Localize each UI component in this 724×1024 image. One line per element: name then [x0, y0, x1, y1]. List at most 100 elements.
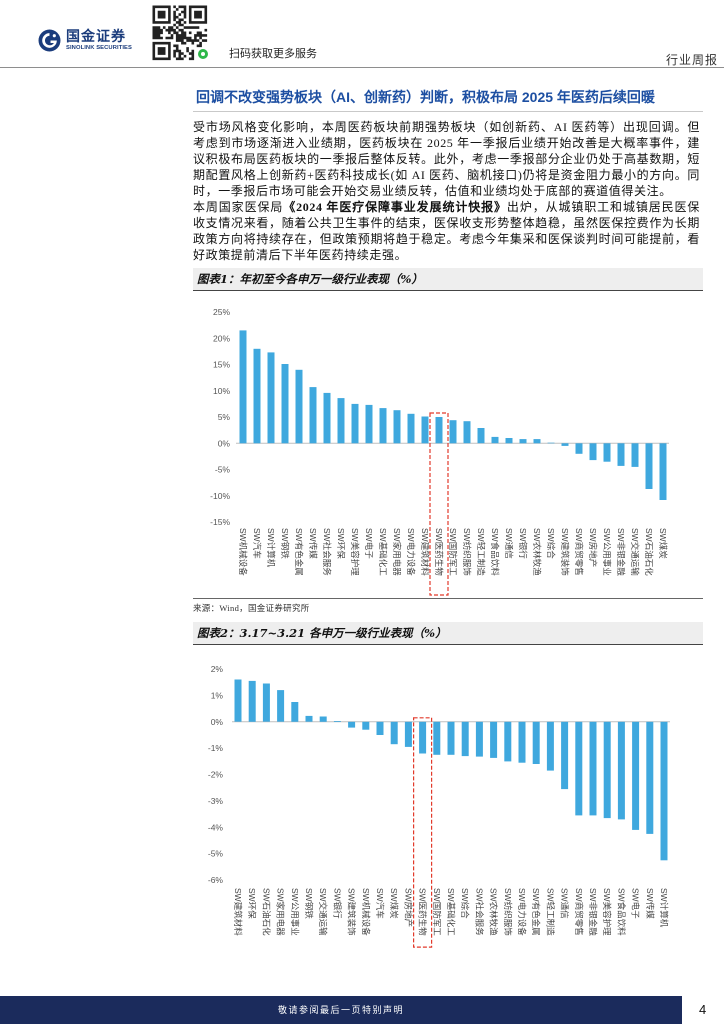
category-label: SW房地产: [403, 888, 413, 927]
category-label: SW传媒: [308, 528, 318, 559]
category-label: SW通信: [560, 888, 570, 919]
bar: [248, 680, 256, 722]
category-label: SW国防军工: [432, 888, 442, 936]
category-label: SW社会服务: [322, 528, 332, 576]
category-label: SW非银金融: [616, 528, 626, 576]
qr-caption: 扫码获取更多服务: [229, 48, 317, 60]
figure-2-bar-chart: 2% 1% 0% -1% -2% -3% -4% -5% -6% SW建筑材料 SW环保 SW石油石化…: [208, 664, 670, 948]
category-label: SW基础化工: [378, 528, 388, 576]
qr-modules: [152, 5, 208, 61]
bar: [333, 721, 341, 722]
category-label: SW医药生物: [418, 888, 428, 936]
category-label: SW纺织服饰: [503, 888, 513, 936]
category-label: SW国防军工: [448, 528, 458, 576]
category-label: SW煤炭: [658, 528, 668, 559]
category-label: SW计算机: [266, 528, 276, 568]
bar: [519, 439, 527, 444]
bar: [421, 416, 429, 444]
category-label: SW钢铁: [304, 888, 314, 919]
y-tick-label: -3%: [208, 796, 224, 806]
bar: [376, 721, 384, 735]
category-label: SW房地产: [588, 528, 598, 567]
category-label: SW基础化工: [446, 888, 456, 936]
bar: [589, 721, 597, 816]
logo-english-name: SINOLINK SECURITIES: [66, 45, 132, 51]
y-tick-label: -5%: [215, 465, 231, 475]
category-label: SW石油石化: [261, 888, 271, 936]
bar: [575, 721, 583, 816]
category-label: SW美容护理: [602, 888, 612, 936]
category-label: SW有色金属: [294, 528, 304, 576]
y-tick-label: 2%: [211, 664, 224, 674]
y-tick-label: 0%: [211, 717, 224, 727]
paragraph-2-body: 出炉，从城镇职工和城镇居民医保收支情况来看，随着公共卫生事件的结束，医保收支形势…: [193, 200, 700, 262]
y-tick-label: 25%: [213, 307, 230, 317]
bar: [504, 721, 512, 762]
highlight-box: [413, 717, 433, 948]
category-label: SW非银金融: [588, 888, 598, 936]
category-label: SW农林牧渔: [532, 528, 542, 576]
bar: [348, 721, 356, 728]
bar: [291, 702, 299, 722]
bar: [475, 721, 483, 757]
logo-text: 国金证券 SINOLINK SECURITIES: [66, 29, 132, 52]
category-label: SW农林牧渔: [489, 888, 499, 936]
figure-2-title: 图表2：3.17~3.21 各申万一级行业表现（%）: [193, 622, 703, 645]
page-number: 4: [699, 1002, 707, 1017]
category-label: SW家用电器: [392, 528, 402, 576]
y-tick-label: -2%: [208, 770, 224, 780]
bar: [362, 721, 370, 730]
y-tick-label: -10%: [210, 491, 230, 501]
category-label: SW美容护理: [350, 528, 360, 576]
section-title-divider: [193, 111, 703, 112]
category-label: SW社会服务: [474, 888, 484, 936]
category-label: SW交通运输: [318, 888, 328, 936]
category-label: SW煤炭: [389, 888, 399, 919]
paragraph-2-report-name: 《2024 年医疗保障事业发展统计快报》: [283, 200, 507, 214]
header-divider: [0, 67, 724, 68]
bar: [646, 721, 654, 834]
bar: [234, 679, 242, 722]
bar: [351, 403, 359, 444]
y-tick-label: 15%: [213, 360, 230, 370]
bar: [547, 442, 555, 444]
bar: [575, 443, 583, 454]
category-label: SW钢铁: [280, 528, 290, 559]
y-tick-label: -15%: [210, 517, 230, 527]
bar: [617, 721, 625, 820]
bar: [281, 364, 289, 444]
category-label: SW综合: [546, 528, 556, 559]
figure-1-title: 图表1：年初至今各申万一级行业表现（%）: [193, 268, 703, 291]
category-label: SW轻工制造: [476, 528, 486, 576]
bar: [435, 417, 443, 444]
category-label: SW建筑材料: [420, 528, 430, 576]
y-tick-label: 20%: [213, 333, 230, 343]
category-label: SW公用事业: [602, 528, 612, 576]
bar: [449, 420, 457, 444]
category-label: SW石油石化: [644, 528, 654, 576]
bar: [546, 721, 554, 771]
y-tick-label: 1%: [211, 690, 224, 700]
bar: [379, 408, 387, 444]
bar: [319, 716, 327, 722]
paragraph-1: 受市场风格变化影响，本周医药板块前期强势板块（如创新药、AI 医药等）出现回调。…: [193, 120, 700, 198]
bar: [518, 721, 526, 763]
figure-1-source: 来源：Wind，国金证券研究所: [193, 603, 310, 613]
bar: [262, 683, 270, 722]
bar: [419, 721, 427, 754]
y-tick-label: -5%: [208, 849, 224, 859]
paragraph-2-lead: 本周国家医保局: [193, 200, 284, 214]
bar: [433, 721, 441, 755]
bar: [632, 721, 640, 830]
bar: [365, 404, 373, 444]
category-label: SW轻工制造: [545, 888, 555, 936]
bar: [603, 443, 611, 462]
bar: [631, 443, 639, 467]
bar: [505, 438, 513, 444]
bar: [253, 348, 261, 444]
category-label: SW通信: [504, 528, 514, 559]
bar: [277, 690, 285, 722]
category-label: SW银行: [332, 888, 342, 919]
sinolink-logo-icon: [38, 29, 61, 52]
category-label: SW传媒: [645, 888, 655, 919]
